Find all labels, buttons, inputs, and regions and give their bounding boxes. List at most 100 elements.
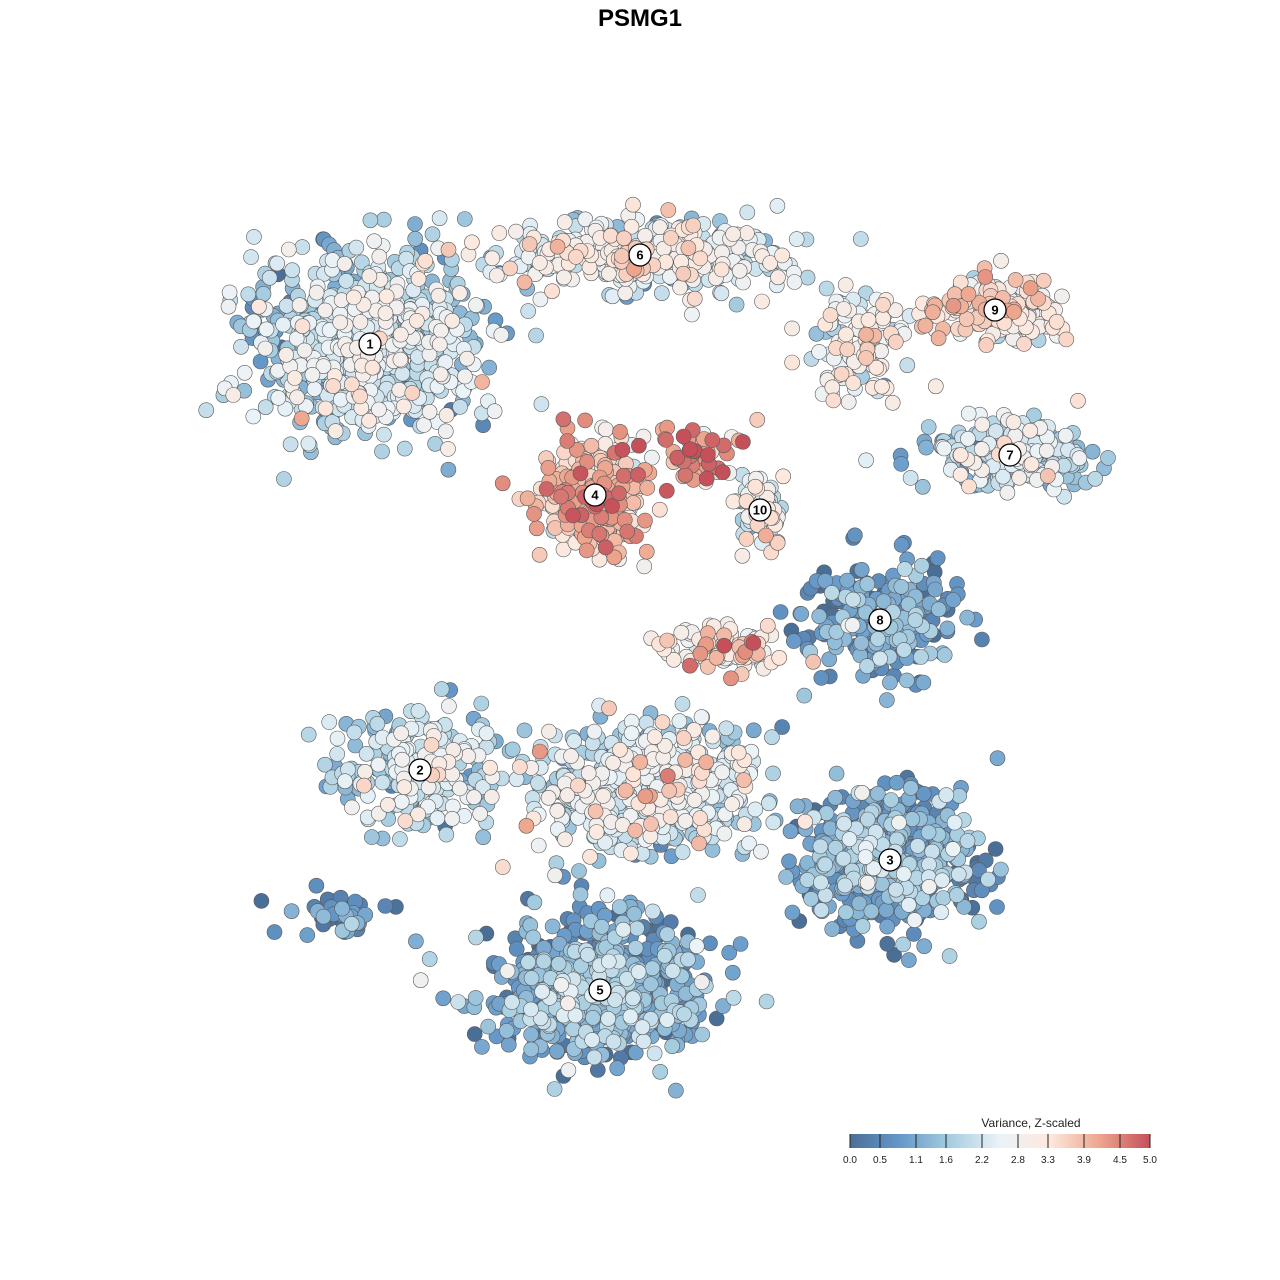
data-point	[300, 435, 317, 452]
data-point	[878, 902, 895, 919]
data-point	[245, 313, 262, 330]
data-point	[827, 789, 844, 806]
data-point	[611, 485, 627, 502]
data-point	[597, 421, 614, 438]
data-point	[956, 899, 972, 915]
data-point	[474, 1039, 490, 1055]
data-point	[757, 527, 774, 544]
data-point	[540, 459, 557, 476]
data-point	[541, 723, 557, 740]
data-point	[869, 785, 886, 802]
data-point	[257, 399, 274, 416]
data-point	[739, 225, 755, 241]
data-point	[245, 408, 262, 425]
data-point	[538, 481, 555, 497]
data-point	[544, 918, 561, 935]
data-point	[451, 285, 468, 301]
data-point	[361, 412, 377, 429]
data-point	[523, 970, 540, 986]
data-point	[821, 651, 838, 668]
data-point	[713, 285, 730, 302]
data-point	[1011, 469, 1028, 486]
data-point	[658, 432, 674, 448]
data-point	[408, 312, 425, 329]
data-point	[853, 561, 870, 578]
data-point	[813, 874, 829, 891]
data-point	[845, 375, 862, 391]
cluster-label-text: 3	[886, 853, 893, 868]
data-point	[884, 394, 901, 411]
data-point	[1087, 470, 1103, 487]
data-point	[570, 777, 586, 794]
data-point	[844, 617, 861, 633]
data-point	[716, 825, 733, 842]
legend-tick-label: 4.5	[1113, 1155, 1127, 1166]
data-point	[875, 310, 891, 327]
data-point	[586, 723, 603, 740]
data-point	[361, 268, 378, 285]
data-point	[747, 801, 764, 818]
data-point	[526, 506, 542, 522]
cluster-label-text: 1	[366, 337, 373, 352]
data-point	[642, 976, 659, 993]
data-point	[317, 400, 334, 417]
data-point	[662, 809, 679, 825]
data-point	[304, 366, 321, 383]
data-point	[299, 927, 316, 943]
data-point	[300, 726, 317, 743]
data-point	[845, 591, 861, 608]
data-point	[547, 867, 563, 884]
data-point	[533, 396, 550, 412]
data-point	[412, 972, 429, 989]
data-point	[812, 838, 829, 855]
data-point	[488, 267, 505, 284]
data-point	[686, 722, 702, 738]
data-point	[374, 443, 390, 460]
data-point	[1058, 331, 1075, 348]
data-point	[699, 447, 716, 463]
data-point	[617, 285, 634, 302]
data-point	[659, 926, 676, 943]
data-point	[631, 437, 647, 454]
data-point	[396, 440, 413, 457]
data-point	[432, 366, 449, 383]
data-point	[491, 225, 508, 241]
data-point	[879, 918, 896, 935]
data-point	[902, 780, 919, 796]
data-point	[896, 642, 912, 658]
legend-tick-label: 3.9	[1077, 1155, 1091, 1166]
data-point	[664, 1038, 681, 1054]
data-point	[421, 403, 438, 420]
cluster-label-badge	[408, 758, 432, 782]
data-point	[587, 803, 604, 820]
data-point	[450, 994, 467, 1010]
data-point	[669, 449, 686, 466]
data-point	[352, 314, 369, 330]
data-point	[637, 228, 653, 244]
data-point	[851, 895, 868, 912]
data-point	[233, 338, 249, 355]
data-point	[523, 1041, 540, 1058]
data-point	[825, 392, 842, 409]
data-point	[572, 465, 589, 482]
data-point	[718, 720, 735, 737]
data-point	[859, 811, 876, 828]
data-point	[253, 893, 270, 909]
data-point	[860, 312, 877, 328]
data-point	[824, 921, 841, 937]
legend-tick-label: 0.5	[873, 1155, 887, 1166]
data-point	[531, 546, 548, 563]
data-point	[824, 379, 841, 396]
data-point	[735, 434, 751, 450]
data-point	[580, 765, 597, 781]
data-point	[680, 951, 696, 968]
data-point	[337, 773, 353, 790]
data-point	[875, 593, 892, 610]
data-point	[728, 296, 745, 313]
data-point	[600, 1010, 617, 1027]
data-point	[504, 741, 521, 758]
data-point	[936, 440, 953, 457]
data-point	[325, 378, 342, 394]
data-point	[625, 196, 641, 213]
data-point	[577, 412, 593, 429]
